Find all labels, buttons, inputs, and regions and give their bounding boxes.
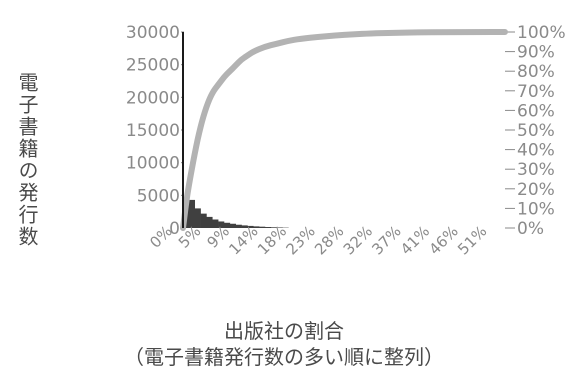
x-axis-title: 出版社の割合	[0, 315, 568, 344]
bar-series	[183, 200, 289, 228]
left-tick-label: 25000	[126, 56, 180, 76]
right-tick-label: 60%	[517, 101, 555, 121]
x-tick-label: 41%	[397, 222, 433, 258]
right-tick-label: 70%	[517, 82, 555, 102]
left-tick-label: 30000	[126, 23, 180, 43]
x-tick-label: 32%	[340, 222, 376, 258]
right-tick-label: 90%	[517, 43, 555, 63]
right-tick-label: 40%	[517, 141, 555, 161]
right-tick-label: 30%	[517, 160, 555, 180]
right-axis-ticks: 100%90%80%70%60%50%40%30%20%10%0%	[505, 23, 566, 239]
bar	[265, 227, 271, 228]
bar	[206, 217, 212, 228]
right-tick-label: 50%	[517, 121, 555, 141]
left-tick-label: 20000	[126, 88, 180, 108]
x-tick-label: 51%	[454, 222, 490, 258]
left-tick-label: 5000	[137, 186, 180, 206]
bar	[195, 208, 201, 228]
bar	[230, 224, 236, 228]
x-axis-subtitle: （電子書籍発行数の多い順に整列）	[0, 341, 568, 370]
left-tick-label: 10000	[126, 154, 180, 174]
bar	[236, 225, 242, 228]
right-tick-label: 0%	[517, 219, 544, 239]
bar	[201, 214, 207, 228]
right-tick-label: 10%	[517, 199, 555, 219]
x-tick-label: 23%	[283, 222, 319, 258]
x-tick-label: 28%	[311, 222, 347, 258]
right-tick-label: 20%	[517, 180, 555, 200]
left-tick-label: 15000	[126, 121, 180, 141]
right-tick-label: 100%	[517, 23, 566, 43]
cumulative-line	[183, 32, 505, 228]
x-tick-label: 46%	[426, 222, 462, 258]
bar	[259, 227, 265, 228]
y-axis-title: 電子書籍の発行数	[4, 40, 42, 280]
right-tick-label: 80%	[517, 62, 555, 82]
x-tick-label: 37%	[368, 222, 404, 258]
